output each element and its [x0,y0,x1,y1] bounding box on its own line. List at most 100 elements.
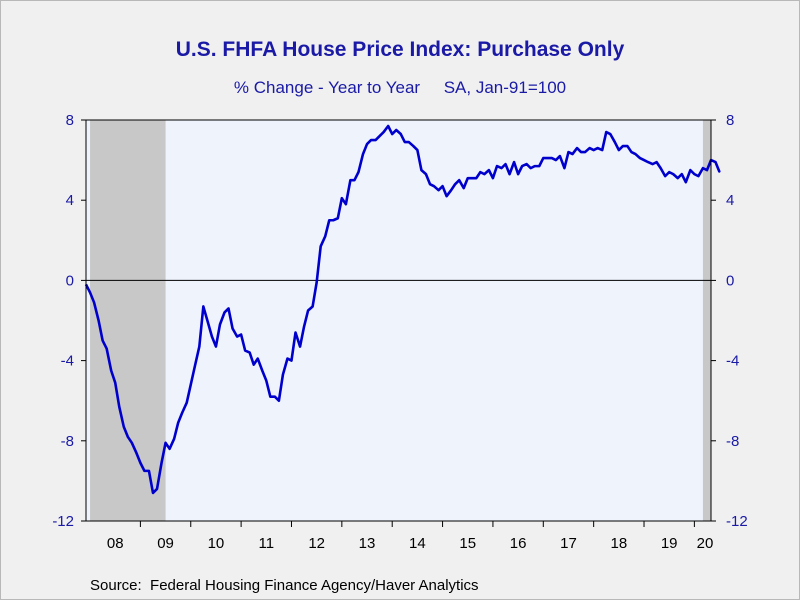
data-point [97,319,100,322]
data-point [584,151,586,153]
data-point [496,165,498,167]
x-tick-label: 16 [510,535,527,552]
data-point [483,173,485,175]
x-axis: 08 09 10 11 12 13 14 15 16 17 18 19 20 [107,521,713,552]
x-tick-label: 09 [157,535,174,552]
x-tick-label: 10 [208,535,225,552]
data-point [290,360,293,362]
data-point [143,470,146,472]
data-point [102,339,104,342]
data-point [454,183,456,185]
y-tick-label-left: -8 [61,433,74,450]
data-point [131,442,133,444]
data-point [664,175,666,177]
data-point [383,131,385,133]
data-point [89,291,91,294]
x-tick-label: 14 [409,535,426,552]
x-tick-label: 08 [107,535,124,552]
data-point [639,157,641,159]
data-point [379,135,381,137]
data-point [718,171,721,173]
data-point [697,175,700,177]
data-point [135,452,137,454]
data-point [206,319,208,322]
data-point [555,159,557,161]
data-point [307,309,309,312]
source-note: Source: Federal Housing Finance Agency/H… [90,577,479,594]
data-point [463,187,465,189]
data-point [400,133,402,135]
data-point [127,436,129,438]
data-point [181,412,183,414]
data-point [118,406,120,408]
data-point [316,281,318,283]
data-point [261,370,263,372]
data-point [328,219,330,221]
data-point [202,305,204,308]
data-point [504,163,507,165]
y-axis-right: 8 4 0 -4 -8 -12 [711,112,748,530]
data-point [106,347,108,350]
data-point [593,149,595,151]
data-point [508,173,511,175]
data-point [567,151,570,153]
data-point [211,335,213,338]
data-point [706,169,708,171]
data-point [362,153,364,155]
data-point [366,143,368,145]
data-point [500,167,503,169]
data-point [601,149,603,151]
x-tick-label: 12 [308,535,325,552]
data-point [689,169,691,171]
data-point [681,173,683,175]
data-point [685,181,687,183]
data-point [231,327,234,330]
data-point [374,139,377,141]
data-point [563,167,566,169]
data-point [404,141,406,143]
data-point [530,167,532,169]
data-point [479,171,481,173]
data-point [668,171,670,173]
data-point [114,382,116,384]
data-point [227,307,230,310]
data-point [433,185,435,187]
x-tick-label: 20 [697,535,714,552]
data-point [274,396,276,398]
data-point [294,331,297,334]
data-point [286,358,289,360]
data-point [303,325,305,328]
y-tick-label-right: 0 [726,272,734,289]
data-point [152,492,154,494]
data-point [160,462,163,464]
data-point [215,345,217,348]
data-point [249,351,251,354]
data-point [580,151,582,153]
data-point [349,179,351,181]
data-point [551,157,553,159]
data-point [177,422,179,424]
y-tick-label-left: -4 [61,353,74,370]
data-point [412,145,414,147]
data-point [437,189,440,191]
data-point [605,131,607,133]
data-point [475,177,477,179]
x-tick-label: 15 [459,535,476,552]
data-point [488,169,490,171]
data-point [647,161,649,163]
data-point [391,133,393,135]
data-point [420,169,423,171]
data-point [634,153,637,155]
y-tick-label-right: 8 [726,112,734,129]
data-point [492,177,494,179]
data-point [651,163,654,165]
data-point [458,179,460,181]
data-point [345,203,347,205]
y-axis-left: 8 4 0 -4 -8 -12 [52,112,86,530]
data-point [198,345,200,348]
plot-border [85,119,712,522]
x-tick-label: 13 [359,535,376,552]
data-point [164,442,167,444]
x-tick-label: 11 [259,535,275,552]
